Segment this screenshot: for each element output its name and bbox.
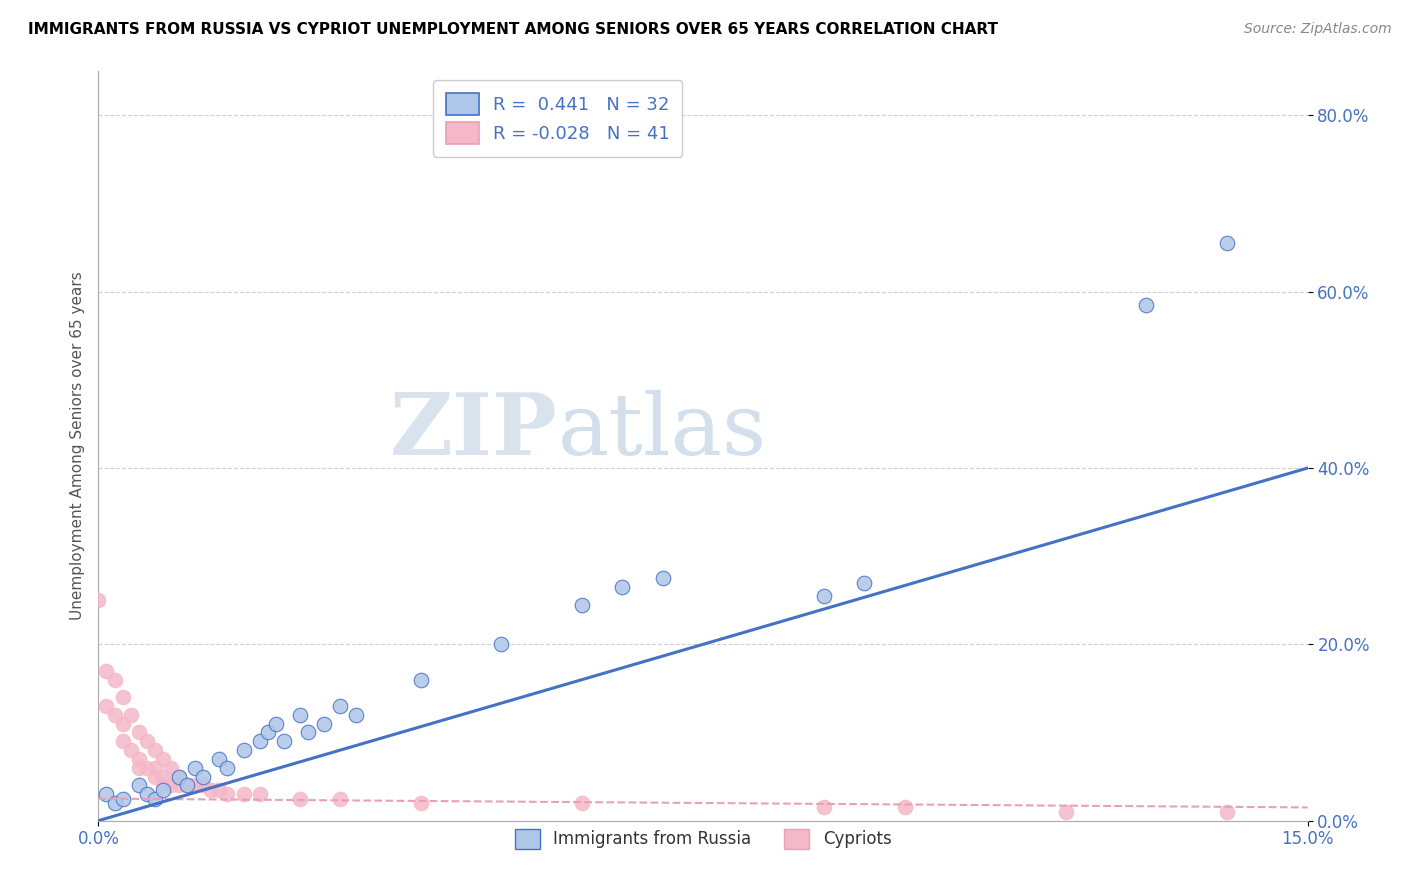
Point (1054, 805, 1077, 819)
Point (329, 791, 352, 805)
Point (152, 770, 174, 784)
Y-axis label: Unemployment Among Seniors over 65 years: Unemployment Among Seniors over 65 years (69, 272, 84, 620)
Point (103, 707, 125, 722)
Point (167, 778, 190, 792)
Point (571, 598, 593, 612)
Text: ZIP: ZIP (389, 389, 558, 473)
Point (152, 782, 174, 797)
Point (160, 778, 183, 792)
Point (120, 707, 142, 722)
Point (176, 778, 198, 792)
Point (200, 782, 222, 797)
Point (167, 770, 190, 784)
Point (853, 575, 876, 590)
Point (813, 589, 835, 603)
Point (651, 571, 673, 585)
Point (167, 770, 190, 784)
Point (111, 791, 134, 805)
Point (193, 770, 215, 784)
Point (152, 752, 174, 766)
Point (143, 770, 166, 784)
Point (409, 796, 432, 810)
Point (193, 778, 215, 792)
Point (135, 787, 157, 801)
Point (143, 761, 166, 775)
Point (128, 725, 150, 739)
Point (288, 791, 311, 805)
Point (120, 743, 142, 757)
Point (111, 716, 134, 731)
Point (96, 664, 118, 678)
Point (184, 778, 207, 792)
Point (612, 580, 634, 594)
Point (111, 734, 134, 748)
Point (143, 791, 166, 805)
Point (217, 761, 239, 775)
Point (96, 699, 118, 714)
Point (409, 673, 432, 687)
Point (208, 752, 231, 766)
Point (273, 734, 295, 748)
Point (87, 593, 110, 607)
Point (135, 734, 157, 748)
Point (1216, 236, 1239, 251)
Point (217, 787, 239, 801)
Point (813, 800, 835, 814)
Point (249, 734, 271, 748)
Point (160, 761, 183, 775)
Point (232, 787, 254, 801)
Text: Source: ZipAtlas.com: Source: ZipAtlas.com (1244, 22, 1392, 37)
Point (893, 800, 915, 814)
Point (249, 787, 271, 801)
Point (288, 707, 311, 722)
Point (111, 690, 134, 705)
Text: IMMIGRANTS FROM RUSSIA VS CYPRIOT UNEMPLOYMENT AMONG SENIORS OVER 65 YEARS CORRE: IMMIGRANTS FROM RUSSIA VS CYPRIOT UNEMPL… (28, 22, 998, 37)
Point (1216, 805, 1239, 819)
Point (297, 725, 319, 739)
Point (256, 725, 278, 739)
Point (208, 782, 231, 797)
Point (232, 743, 254, 757)
Point (329, 699, 352, 714)
Point (344, 707, 367, 722)
Point (103, 673, 125, 687)
Point (96, 787, 118, 801)
Point (128, 752, 150, 766)
Point (128, 761, 150, 775)
Legend: Immigrants from Russia, Cypriots: Immigrants from Russia, Cypriots (506, 821, 900, 857)
Point (1135, 298, 1157, 312)
Point (103, 796, 125, 810)
Point (491, 637, 513, 651)
Point (176, 778, 198, 792)
Point (135, 761, 157, 775)
Point (143, 743, 166, 757)
Point (571, 796, 593, 810)
Point (314, 716, 336, 731)
Point (184, 761, 207, 775)
Point (128, 778, 150, 792)
Point (152, 778, 174, 792)
Text: atlas: atlas (558, 390, 768, 473)
Point (264, 716, 287, 731)
